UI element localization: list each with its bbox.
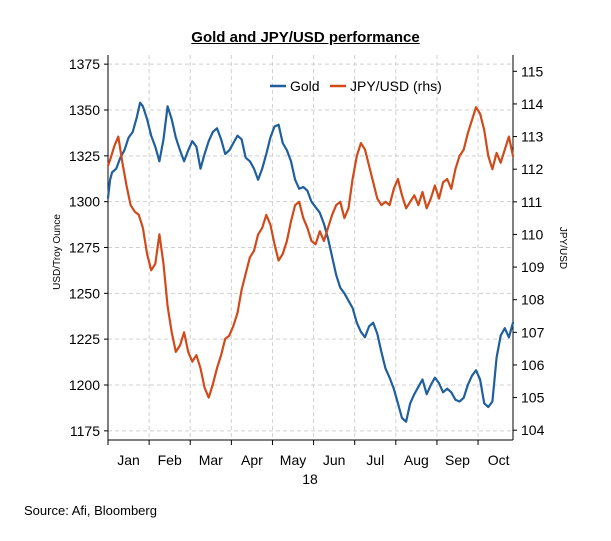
y-tick-label-left: 1250: [69, 285, 100, 301]
y-tick-label-right: 108: [521, 292, 545, 308]
y-tick-label-right: 114: [521, 96, 544, 112]
x-tick-label: Jun: [323, 452, 346, 468]
y-tick-label-right: 105: [521, 390, 545, 406]
y-tick-label-right: 109: [521, 259, 545, 275]
axes: [104, 55, 517, 445]
x-tick-label: Mar: [199, 452, 223, 468]
y-tick-label-right: 115: [521, 63, 544, 79]
y-tick-label-right: 106: [521, 357, 545, 373]
y-axis-label-left: USD/Troy Ounce: [52, 214, 63, 290]
x-tick-label: May: [280, 452, 306, 468]
gold-series-line: [106, 101, 515, 423]
gridlines: [108, 55, 513, 440]
x-tick-labels: Jan Feb Mar Apr May Jun Jul Aug Sep Oct: [117, 452, 509, 468]
x-tick-label: Feb: [158, 452, 182, 468]
series-lines: [106, 101, 515, 423]
y-tick-label-left: 1225: [69, 331, 100, 347]
legend-label-gold: Gold: [290, 78, 320, 94]
left-tick-labels: 1175 1200 1225 1250 1275 1300 1325 1350 1375: [69, 56, 100, 439]
y-tick-label-right: 113: [521, 129, 544, 145]
y-tick-label-left: 1175: [70, 423, 100, 439]
y-tick-label-right: 107: [521, 324, 545, 340]
y-tick-label-left: 1200: [69, 377, 100, 393]
chart-title: Gold and JPY/USD performance: [191, 29, 420, 46]
y-tick-label-left: 1375: [69, 56, 100, 72]
y-tick-label-left: 1300: [69, 194, 100, 210]
x-tick-label: Oct: [488, 452, 510, 468]
jpyusd-series-line: [106, 106, 515, 399]
y-tick-label-right: 104: [521, 422, 545, 438]
legend: Gold JPY/USD (rhs): [270, 78, 442, 94]
x-tick-label: Jul: [366, 452, 384, 468]
legend-label-jpyusd: JPY/USD (rhs): [350, 78, 442, 94]
x-tick-label: Apr: [241, 452, 263, 468]
y-tick-label-right: 112: [521, 161, 544, 177]
x-axis-label: 18: [302, 471, 318, 487]
y-tick-label-right: 110: [521, 226, 544, 242]
y-axis-label-right: JPY/USD: [557, 227, 568, 269]
x-tick-label: Sep: [445, 452, 470, 468]
y-tick-label-right: 111: [521, 194, 542, 210]
x-tick-label: Jan: [117, 452, 140, 468]
source-note: Source: Afi, Bloomberg: [24, 503, 157, 518]
right-tick-labels: 104 105 106 107 108 109 110 111 112 113 114 115: [521, 63, 545, 438]
y-tick-label-left: 1275: [69, 240, 100, 256]
y-tick-label-left: 1350: [69, 102, 100, 118]
y-tick-label-left: 1325: [69, 148, 100, 164]
x-tick-label: Aug: [404, 452, 429, 468]
